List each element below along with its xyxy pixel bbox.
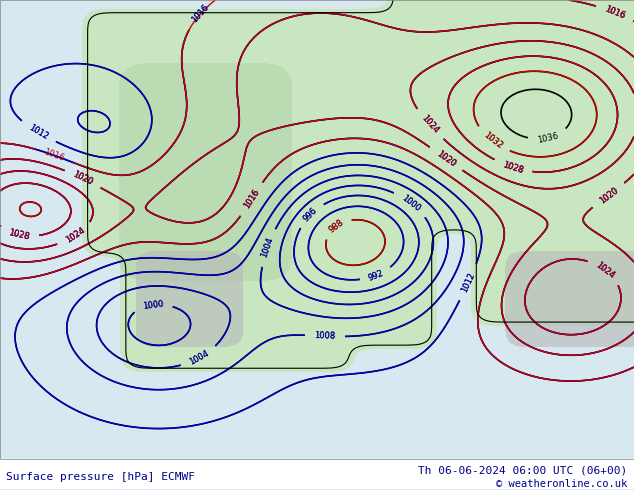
Text: 1020: 1020 [72,170,94,187]
Text: 1000: 1000 [142,299,164,311]
Text: 996: 996 [302,206,320,223]
Text: 1000: 1000 [142,299,164,311]
Text: 1028: 1028 [501,160,524,175]
Text: 1028: 1028 [8,228,30,242]
Text: 1024: 1024 [419,114,440,136]
Text: © weatheronline.co.uk: © weatheronline.co.uk [496,479,628,489]
Text: 1016: 1016 [604,4,626,21]
Text: 1016: 1016 [242,188,261,211]
Text: 1016: 1016 [190,2,211,25]
Text: 988: 988 [327,218,346,235]
Text: 1024: 1024 [64,226,86,245]
Text: 1008: 1008 [314,331,335,341]
Text: 1024: 1024 [419,114,440,136]
Text: 1012: 1012 [27,123,49,142]
Text: 1012: 1012 [460,271,477,294]
Text: 1028: 1028 [8,228,30,242]
Text: 1028: 1028 [501,160,524,175]
Text: 1000: 1000 [400,193,422,213]
Text: 1012: 1012 [27,123,49,142]
Text: 1024: 1024 [594,260,616,280]
Text: 988: 988 [327,218,346,235]
Text: 1008: 1008 [314,331,335,341]
Text: 1020: 1020 [597,185,619,205]
Text: 992: 992 [367,269,385,282]
Text: Surface pressure [hPa] ECMWF: Surface pressure [hPa] ECMWF [6,471,195,482]
Text: 1016: 1016 [190,2,211,25]
Text: 1028: 1028 [8,228,30,242]
Text: 1024: 1024 [64,226,86,245]
Text: 1020: 1020 [72,170,94,187]
Text: 1016: 1016 [242,188,261,211]
Text: 1024: 1024 [64,226,86,245]
Text: 1032: 1032 [481,131,503,151]
Text: 1020: 1020 [435,149,457,169]
Text: 1020: 1020 [435,149,457,169]
Text: 1004: 1004 [260,236,275,259]
Text: 1004: 1004 [260,236,275,259]
Text: 1036: 1036 [536,131,559,145]
Text: 1024: 1024 [419,114,440,136]
Text: 996: 996 [302,206,320,223]
Text: 1020: 1020 [72,170,94,187]
Text: 1020: 1020 [597,185,619,205]
Text: 1032: 1032 [481,131,503,151]
Text: 1020: 1020 [435,149,457,169]
Text: 1000: 1000 [400,193,422,213]
Bar [0,460,634,489]
Text: 1012: 1012 [460,271,477,294]
Text: 1004: 1004 [188,349,210,367]
Text: 1016: 1016 [42,147,66,163]
Text: 1024: 1024 [594,260,616,280]
Text: 992: 992 [367,269,385,282]
Text: 1020: 1020 [597,185,619,205]
Text: 1004: 1004 [188,349,210,367]
Text: 1028: 1028 [501,160,524,175]
Text: 1024: 1024 [594,260,616,280]
Text: 1016: 1016 [242,188,261,211]
Text: 1016: 1016 [604,4,626,21]
Text: 1016: 1016 [604,4,626,21]
Text: Th 06-06-2024 06:00 UTC (06+00): Th 06-06-2024 06:00 UTC (06+00) [418,465,628,475]
